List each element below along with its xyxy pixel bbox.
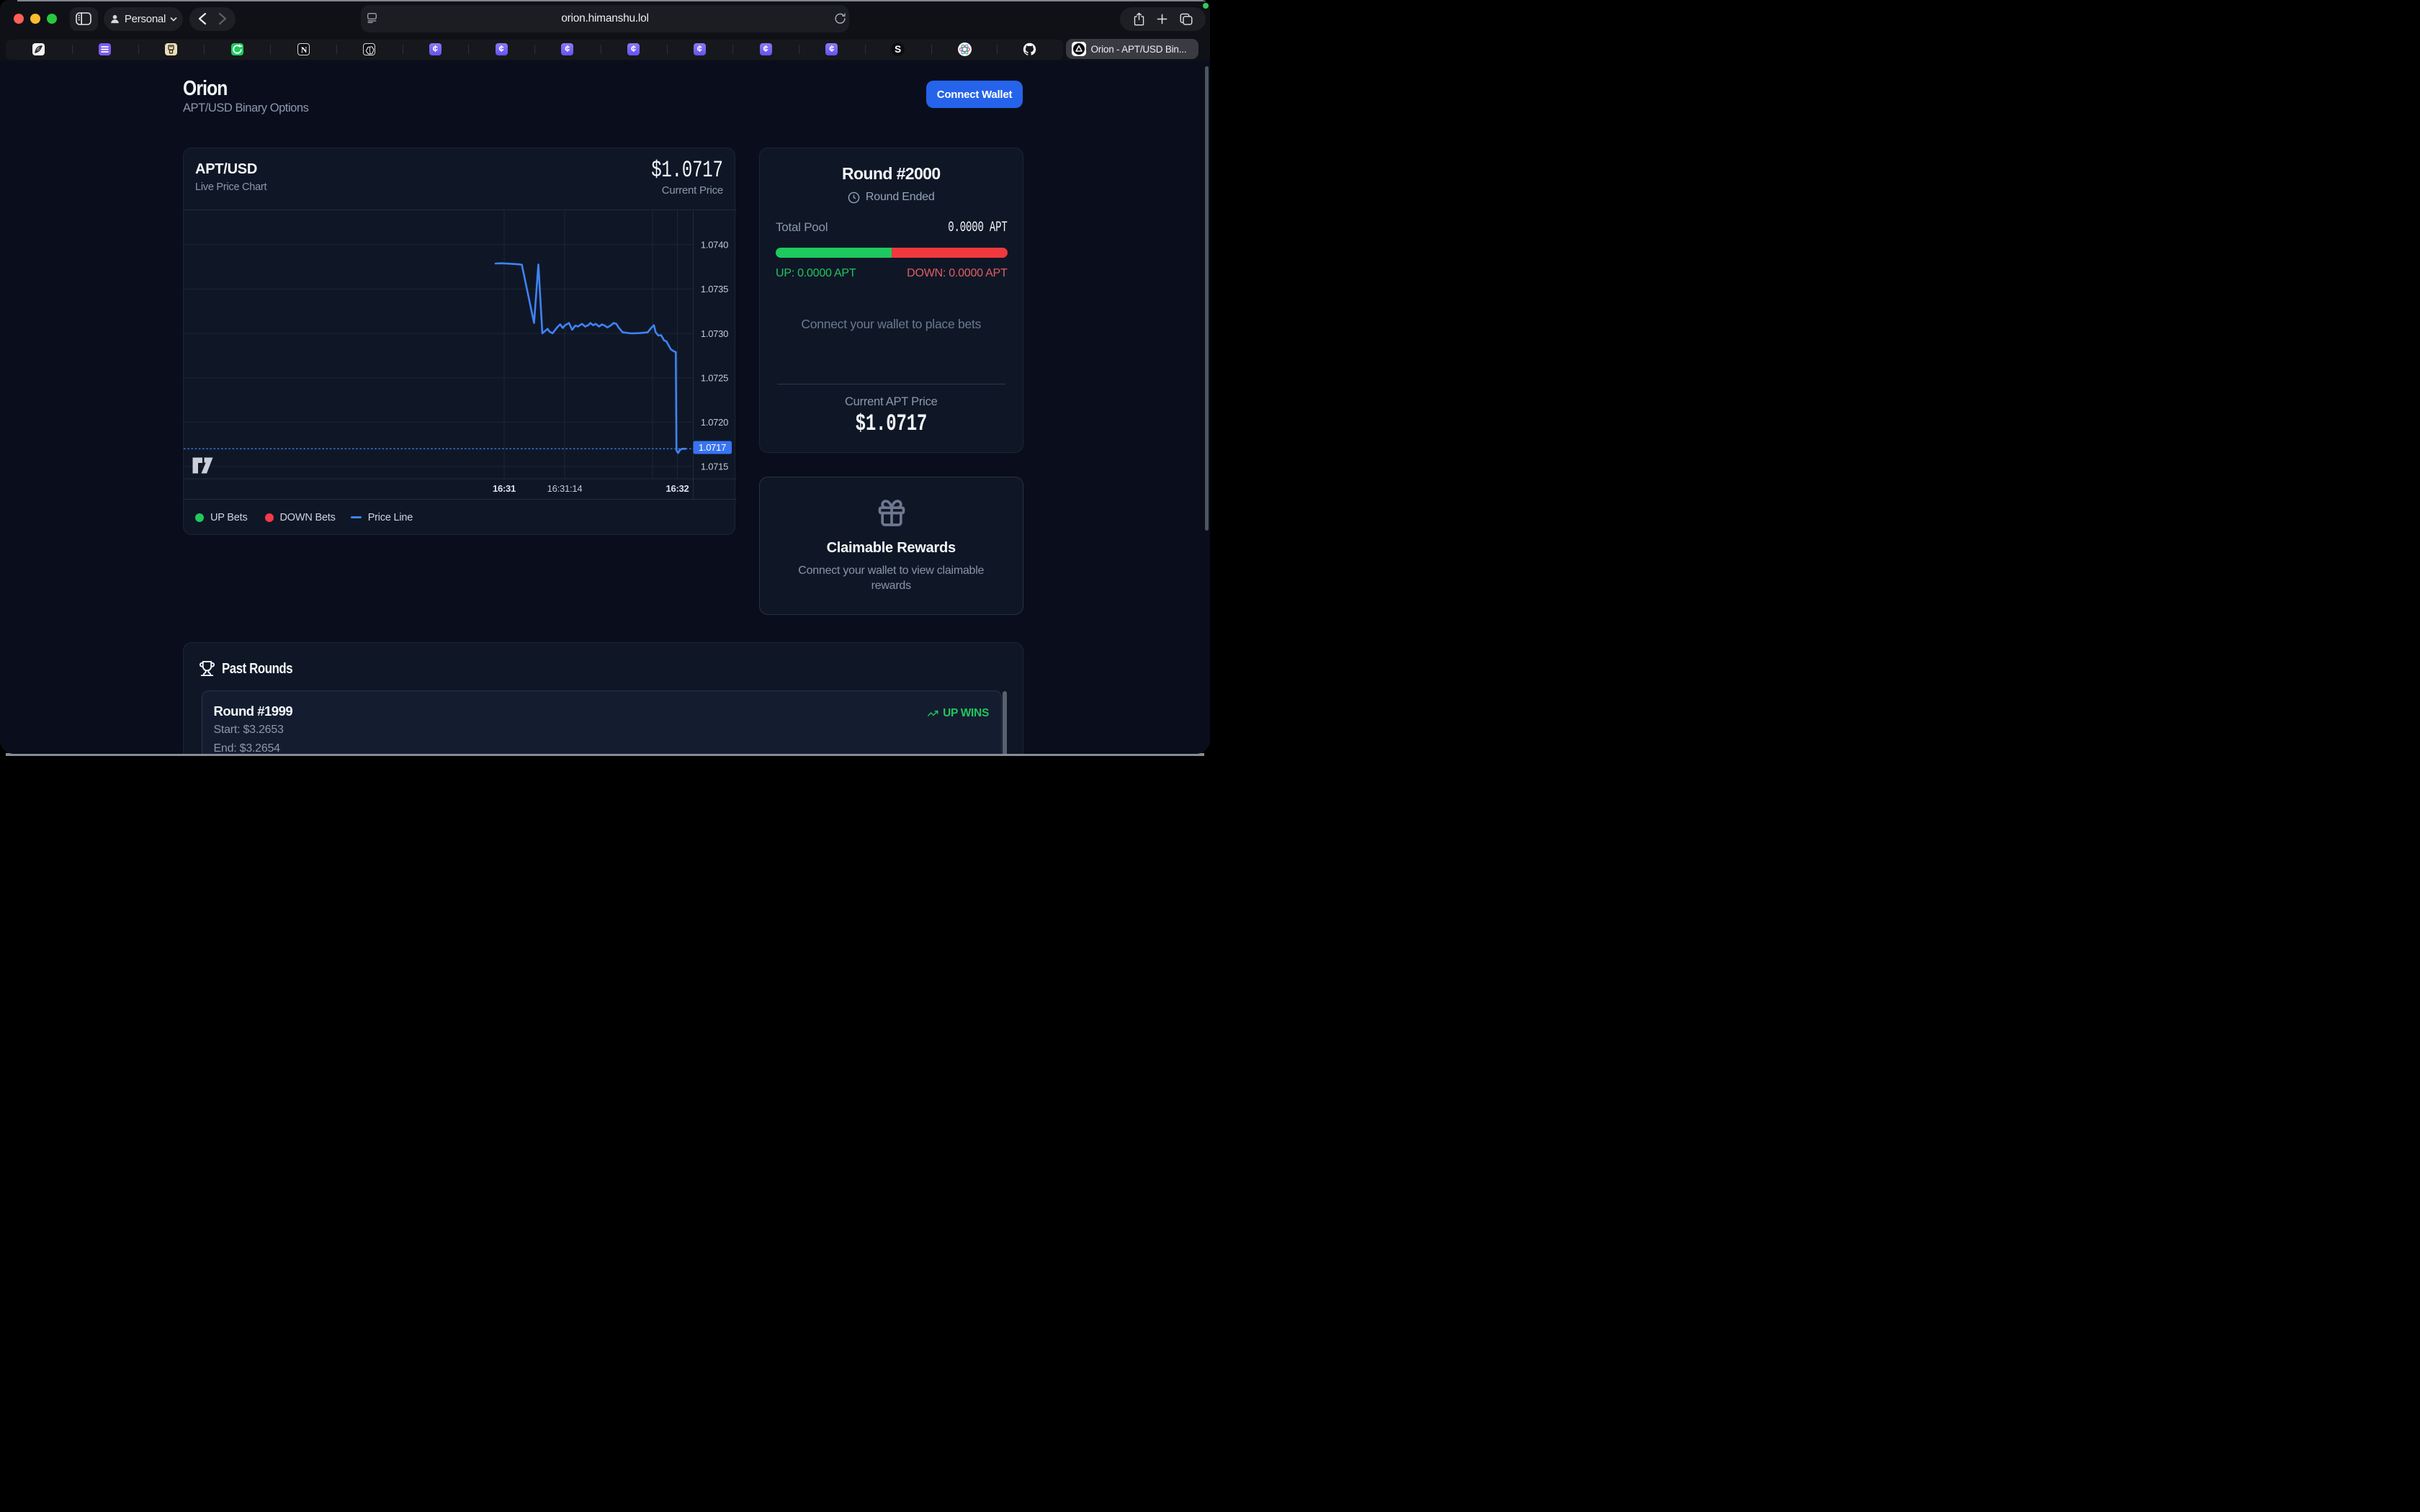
svg-text:1.0717: 1.0717: [699, 441, 726, 452]
svg-text:1.0720: 1.0720: [701, 417, 728, 428]
svg-text:1.0725: 1.0725: [701, 372, 728, 383]
svg-text:16:32: 16:32: [666, 483, 689, 494]
svg-text:S: S: [895, 44, 901, 55]
svg-text:1.0740: 1.0740: [701, 239, 728, 250]
svg-text:16:31: 16:31: [493, 483, 516, 494]
svg-text:1.0715: 1.0715: [701, 461, 728, 472]
svg-text:1.0730: 1.0730: [701, 328, 728, 338]
svg-text:16:31:14: 16:31:14: [547, 483, 583, 494]
svg-text:1.0735: 1.0735: [701, 284, 728, 294]
